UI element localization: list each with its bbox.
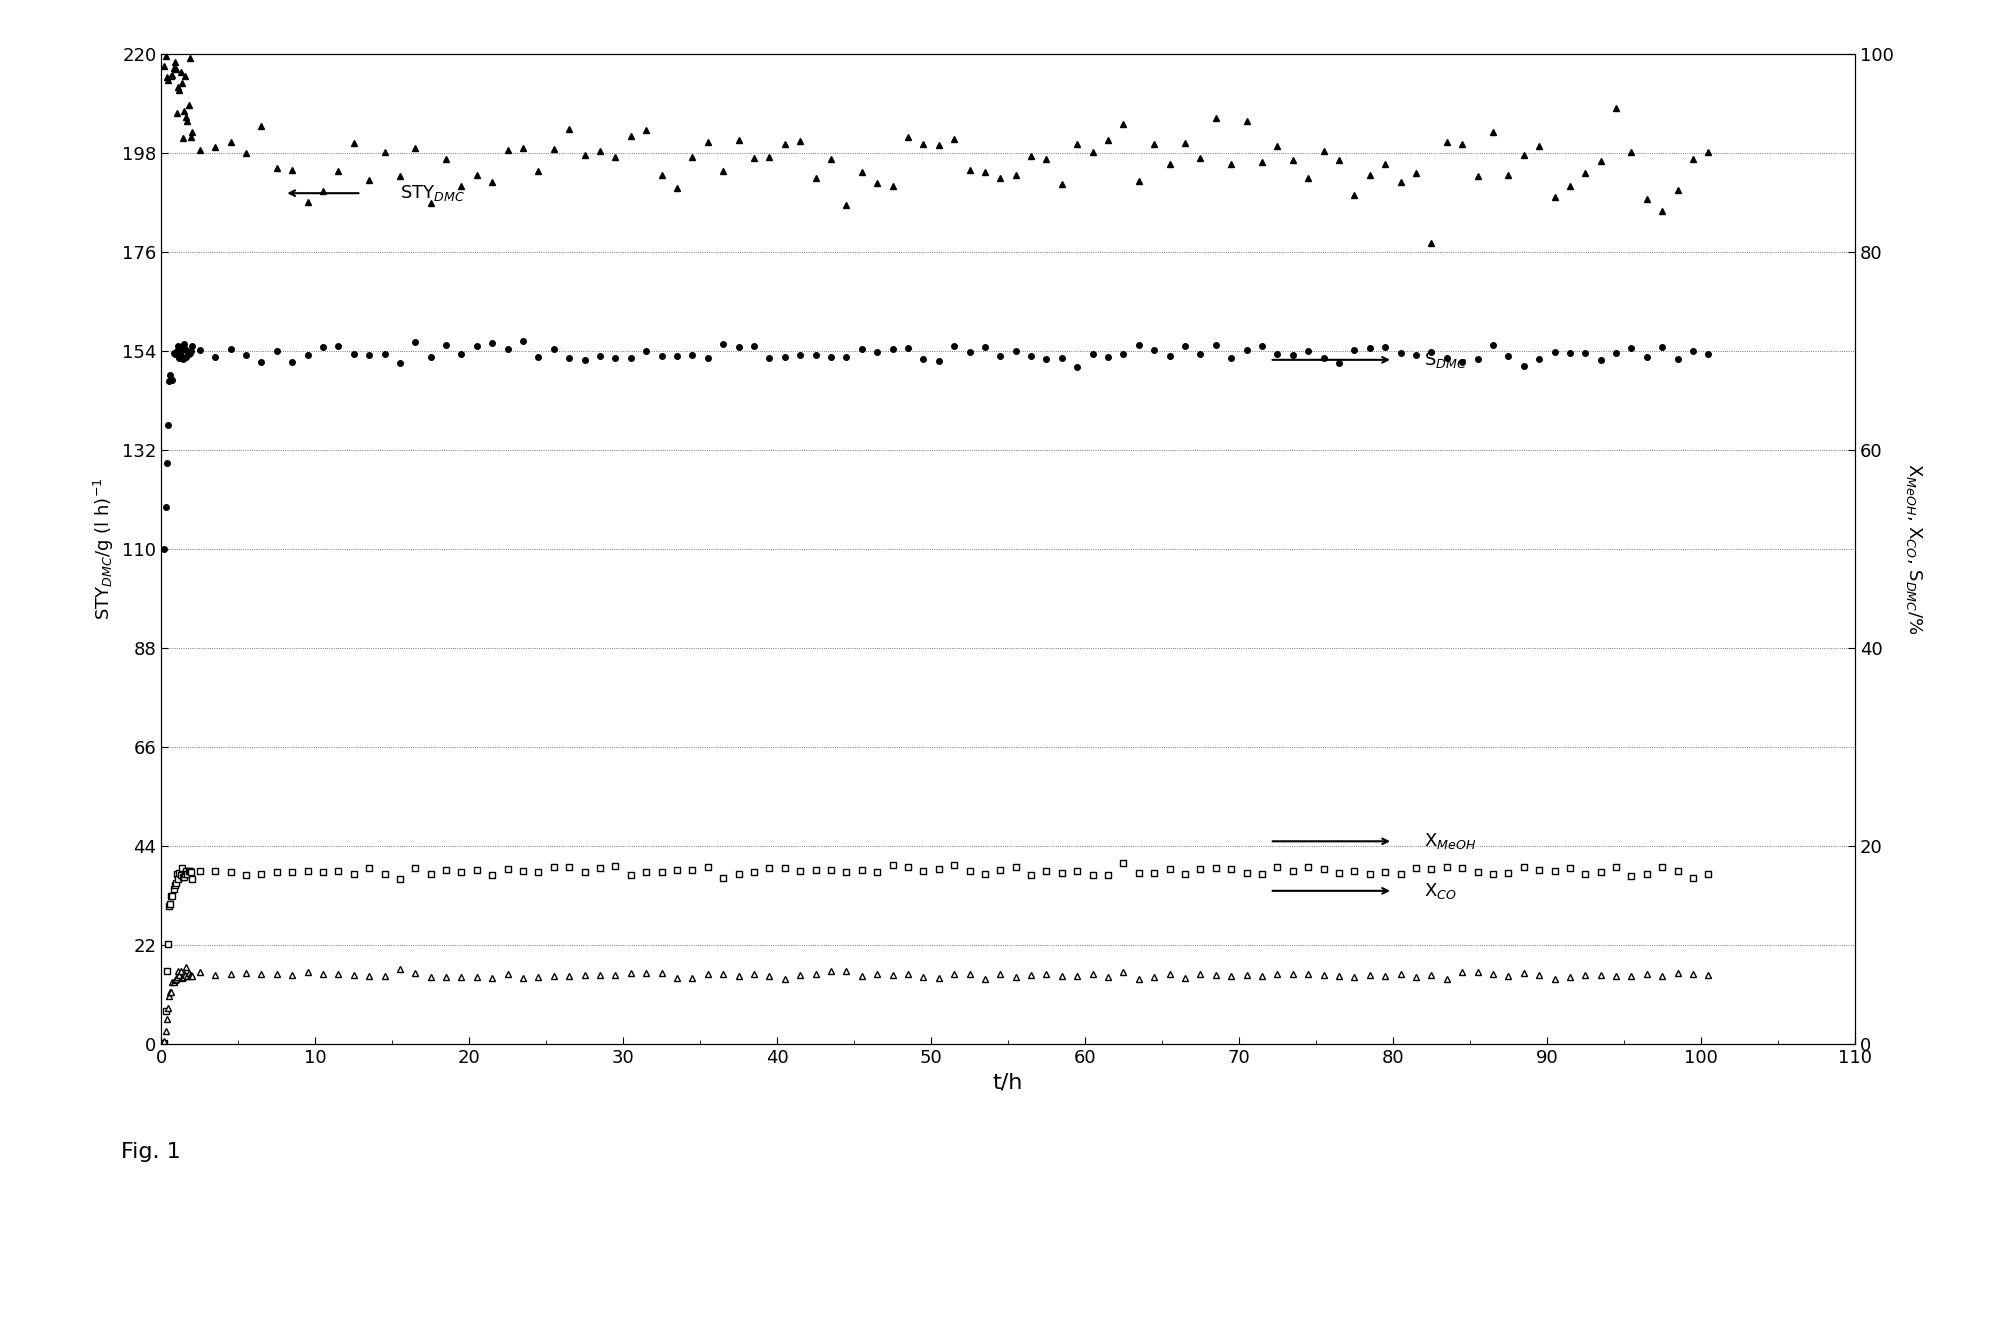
X-axis label: t/h: t/h xyxy=(992,1073,1024,1093)
Text: STY$_{DMC}$: STY$_{DMC}$ xyxy=(399,183,466,204)
Text: X$_{MeOH}$: X$_{MeOH}$ xyxy=(1423,832,1476,852)
Text: Fig. 1: Fig. 1 xyxy=(121,1142,181,1161)
Text: S$_{DMC}$: S$_{DMC}$ xyxy=(1423,349,1466,370)
Y-axis label: X$_{MeOH}$, X$_{CO}$, S$_{DMC}$/%: X$_{MeOH}$, X$_{CO}$, S$_{DMC}$/% xyxy=(1903,463,1923,635)
Y-axis label: STY$_{DMC}$/g (l h)$^{-1}$: STY$_{DMC}$/g (l h)$^{-1}$ xyxy=(93,478,117,620)
Text: X$_{CO}$: X$_{CO}$ xyxy=(1423,881,1456,901)
